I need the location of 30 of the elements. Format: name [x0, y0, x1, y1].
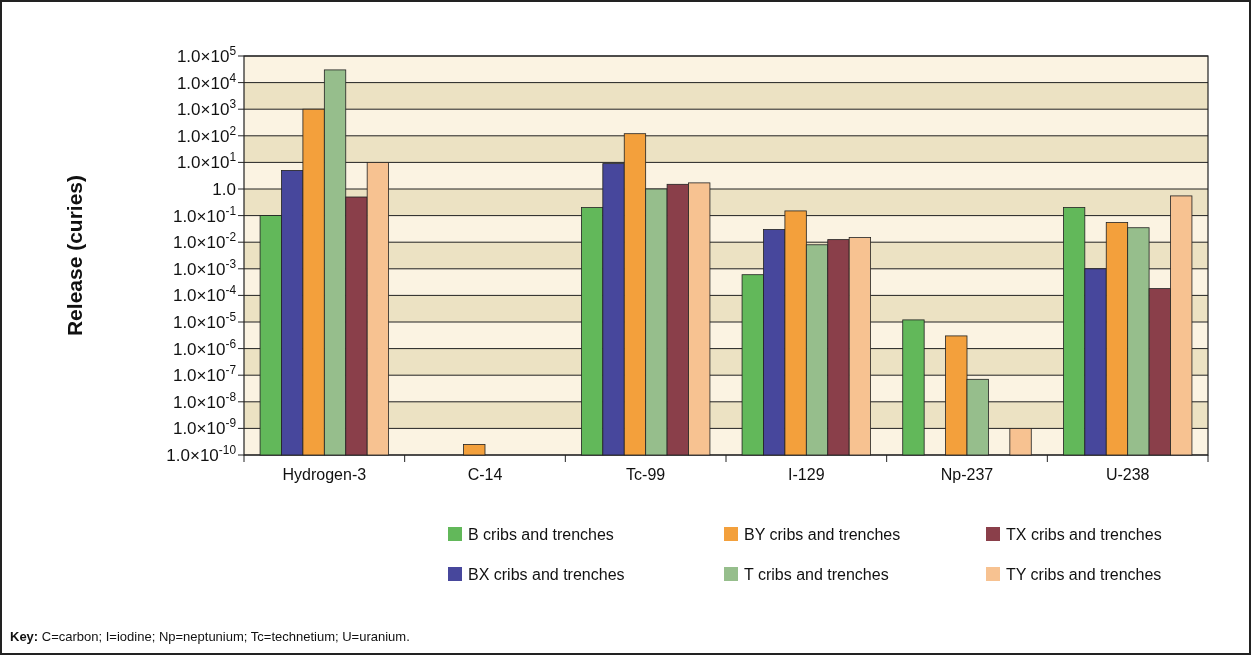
legend-label: TY cribs and trenches — [1006, 566, 1162, 583]
y-tick-label: 1.0×10$^{-10}$ — [166, 443, 237, 465]
legend-label: TX cribs and trenches — [1006, 526, 1162, 543]
x-tick-label: Np-237 — [940, 466, 994, 483]
legend-label: BX cribs and trenches — [468, 566, 625, 583]
y-tick-label: 1.0×10$^{-8}$ — [172, 389, 237, 412]
y-tick-label: 1.0×10$^{5}$ — [176, 44, 237, 66]
y-tick-label: 1.0×10$^{-4}$ — [172, 283, 237, 306]
text: Key: C=carbon; I=iodine; Np=neptunium; Tc=technetium; U=uranium. — [10, 629, 410, 644]
y-tick-label: 1.0×10$^{-9}$ — [172, 416, 237, 439]
y-tick-label: 1.0×10$^{4}$ — [176, 70, 237, 93]
legend-label: T cribs and trenches — [744, 566, 889, 583]
x-tick-label: Hydrogen-3 — [282, 466, 367, 483]
y-tick-label: 1.0×10$^{-1}$ — [172, 203, 237, 226]
y-tick-label: 1.0×10$^{-7}$ — [172, 363, 237, 386]
y-tick-label: 1.0×10$^{2}$ — [176, 123, 237, 146]
legend-label: BY cribs and trenches — [744, 526, 901, 543]
y-tick-label: 1.0×10$^{-5}$ — [172, 310, 237, 332]
x-tick-label: I-129 — [788, 466, 825, 483]
x-tick-label: U-238 — [1105, 466, 1150, 483]
y-tick-label: 1.0 — [212, 180, 236, 199]
y-tick-label: 1.0×10$^{-2}$ — [172, 230, 237, 253]
x-tick-label: Tc-99 — [626, 466, 666, 483]
y-axis-title: Release (curies) — [63, 174, 86, 337]
y-tick-label: 1.0×10$^{-3}$ — [172, 256, 237, 279]
y-tick-label: 1.0×10$^{3}$ — [176, 97, 237, 120]
legend-label: B cribs and trenches — [468, 526, 614, 543]
y-tick-label: 1.0×10$^{-6}$ — [172, 336, 237, 359]
y-tick-label: 1.0×10$^{1}$ — [176, 150, 237, 173]
x-tick-label: C-14 — [467, 466, 503, 483]
